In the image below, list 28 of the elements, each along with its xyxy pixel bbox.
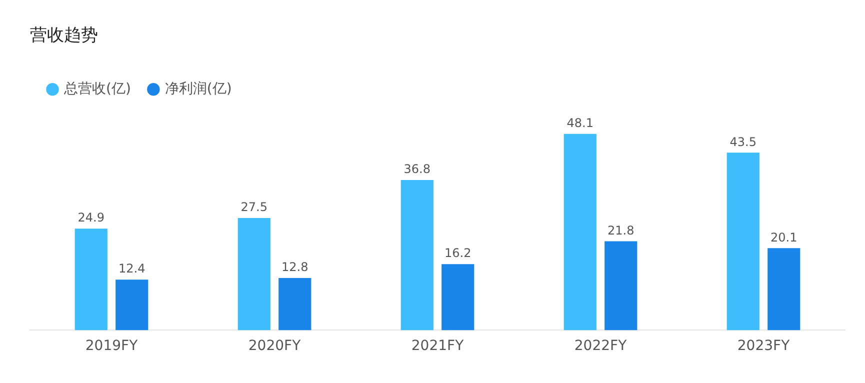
data-label: 16.2 (444, 246, 472, 260)
bar (238, 218, 270, 330)
x-tick-label: 2023FY (737, 338, 790, 354)
bar (74, 228, 108, 330)
legend-label: 总营收(亿) (63, 81, 131, 98)
data-label: 27.5 (240, 200, 268, 214)
data-label: 43.5 (730, 134, 756, 149)
data-label: 21.8 (608, 223, 634, 238)
legend-label: 净利润(亿) (164, 81, 232, 98)
bar (400, 180, 434, 330)
bar (278, 278, 312, 330)
data-label: 24.9 (78, 210, 104, 225)
x-tick-label: 2020FY (248, 338, 302, 354)
x-tick-label: 2019FY (85, 338, 138, 354)
bar (564, 134, 596, 330)
bar (604, 241, 638, 330)
bar (116, 280, 148, 330)
data-label: 48.1 (566, 116, 594, 130)
data-label: 20.1 (770, 230, 798, 244)
bar (442, 264, 474, 330)
bar (768, 248, 800, 330)
data-label: 36.8 (404, 162, 430, 176)
data-label: 12.4 (118, 262, 146, 276)
bar (726, 152, 760, 330)
x-tick-label: 2021FY (411, 338, 464, 354)
data-label: 12.8 (282, 260, 308, 274)
chart-title: 营收趋势 (30, 26, 98, 46)
x-tick-label: 2022FY (574, 338, 628, 354)
